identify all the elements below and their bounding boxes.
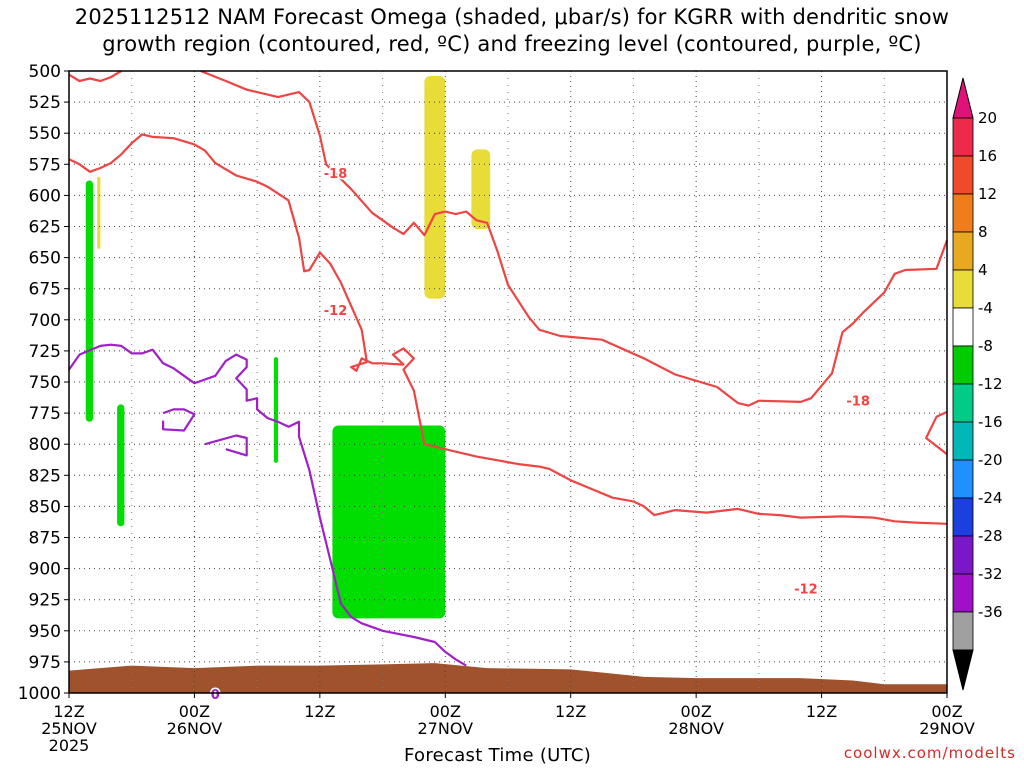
colorbar-segment-6 bbox=[952, 307, 974, 347]
x-axis-title: Forecast Time (UTC) bbox=[404, 745, 592, 766]
x-tick-label: 12Z bbox=[53, 702, 84, 721]
x-tick-year: 2025 bbox=[49, 736, 90, 755]
colorbar-segment-13 bbox=[952, 573, 974, 613]
y-tick-label: 650 bbox=[29, 249, 61, 269]
x-tick-date: 28NOV bbox=[668, 719, 724, 738]
colorbar-segment-9 bbox=[952, 421, 974, 461]
colorbar-label--32: -32 bbox=[978, 565, 1003, 583]
colorbar-segment-12 bbox=[952, 535, 974, 575]
y-tick-label: 950 bbox=[29, 622, 61, 642]
y-tick-label: 850 bbox=[29, 497, 61, 517]
y-tick-label: 550 bbox=[29, 124, 61, 144]
colorbar-segment-1 bbox=[952, 117, 974, 157]
y-tick-label: 800 bbox=[29, 435, 61, 455]
x-tick-label: 00Z bbox=[430, 702, 461, 721]
y-tick-label: 1000 bbox=[18, 684, 61, 704]
y-tick-label: 725 bbox=[29, 342, 61, 362]
credit-link[interactable]: coolwx.com/modelts bbox=[843, 744, 1016, 762]
contour-label-2: -12 bbox=[324, 304, 348, 319]
colorbar-label--24: -24 bbox=[978, 489, 1003, 507]
colorbar-segment-11 bbox=[952, 497, 974, 537]
omega-region-5 bbox=[424, 75, 446, 299]
y-tick-label: 775 bbox=[29, 404, 61, 424]
omega-region-6 bbox=[471, 149, 491, 229]
y-tick-label: 825 bbox=[29, 466, 61, 486]
y-tick-label: 525 bbox=[29, 93, 61, 113]
y-tick-label: 750 bbox=[29, 373, 61, 393]
x-tick-label: 00Z bbox=[680, 702, 711, 721]
omega-region-7 bbox=[97, 176, 101, 249]
colorbar-segment-7 bbox=[952, 345, 974, 385]
y-tick-label: 575 bbox=[29, 155, 61, 175]
contour-label-1: -18 bbox=[324, 167, 348, 182]
contour-label-5: 0 bbox=[211, 688, 220, 703]
omega-region-4 bbox=[332, 425, 446, 619]
colorbar-label-12: 12 bbox=[978, 185, 997, 203]
colorbar-segment-4 bbox=[952, 231, 974, 271]
colorbar-segment-3 bbox=[952, 193, 974, 233]
contour-series-1 bbox=[68, 70, 122, 83]
contour-series-5 bbox=[68, 343, 467, 667]
colorbar-label--36: -36 bbox=[978, 603, 1003, 621]
contour-label-4: -12 bbox=[794, 582, 818, 597]
colorbar-segment-2 bbox=[952, 155, 974, 195]
chart-title-line-2: growth region (contoured, red, ºC) and f… bbox=[102, 32, 922, 56]
y-tick-label: 600 bbox=[29, 186, 61, 206]
omega-region-3 bbox=[273, 357, 279, 463]
colorbar-label--16: -16 bbox=[978, 413, 1003, 431]
x-tick-label: 12Z bbox=[806, 702, 837, 721]
colorbar-bottom-arrow bbox=[952, 649, 974, 691]
y-tick-label: 675 bbox=[29, 280, 61, 300]
colorbar-label--4: -4 bbox=[978, 299, 993, 317]
contour-label-3: -18 bbox=[846, 395, 870, 410]
colorbar-label--20: -20 bbox=[978, 451, 1003, 469]
x-tick-date: 29NOV bbox=[919, 719, 975, 738]
terrain-area bbox=[69, 663, 947, 693]
x-tick-date: 27NOV bbox=[417, 719, 473, 738]
colorbar-segment-14 bbox=[952, 611, 974, 651]
colorbar-label--8: -8 bbox=[978, 337, 993, 355]
contour-series-2 bbox=[200, 69, 949, 407]
x-tick-date: 25NOV bbox=[41, 719, 97, 738]
y-tick-label: 625 bbox=[29, 218, 61, 238]
colorbar-segment-10 bbox=[952, 459, 974, 499]
y-tick-label: 975 bbox=[29, 653, 61, 673]
omega-region-1 bbox=[85, 180, 94, 422]
colorbar-segment-8 bbox=[952, 383, 974, 423]
colorbar-top-arrow bbox=[952, 77, 974, 119]
y-tick-label: 900 bbox=[29, 560, 61, 580]
y-tick-label: 925 bbox=[29, 591, 61, 611]
contour-series-4 bbox=[924, 410, 948, 456]
contour-series-7 bbox=[204, 434, 248, 457]
colorbar-label-20: 20 bbox=[978, 109, 997, 127]
chart-title: 2025112512 NAM Forecast Omega (shaded, μ… bbox=[0, 4, 1024, 58]
colorbar-label--28: -28 bbox=[978, 527, 1003, 545]
colorbar-label-8: 8 bbox=[978, 223, 988, 241]
colorbar-segment-5 bbox=[952, 269, 974, 309]
y-tick-label: 700 bbox=[29, 311, 61, 331]
x-tick-label: 00Z bbox=[931, 702, 962, 721]
x-tick-label: 00Z bbox=[179, 702, 210, 721]
contour-series-3 bbox=[68, 133, 948, 525]
colorbar-label--12: -12 bbox=[978, 375, 1003, 393]
chart-title-line-1: 2025112512 NAM Forecast Omega (shaded, μ… bbox=[74, 5, 950, 29]
x-tick-date: 26NOV bbox=[167, 719, 223, 738]
omega-region-2 bbox=[117, 404, 125, 527]
contour-series-6 bbox=[162, 408, 196, 432]
x-tick-label: 12Z bbox=[304, 702, 335, 721]
colorbar-label-16: 16 bbox=[978, 147, 997, 165]
y-tick-label: 875 bbox=[29, 529, 61, 549]
y-tick-label: 500 bbox=[29, 62, 61, 82]
x-tick-label: 12Z bbox=[555, 702, 586, 721]
colorbar-label-4: 4 bbox=[978, 261, 988, 279]
